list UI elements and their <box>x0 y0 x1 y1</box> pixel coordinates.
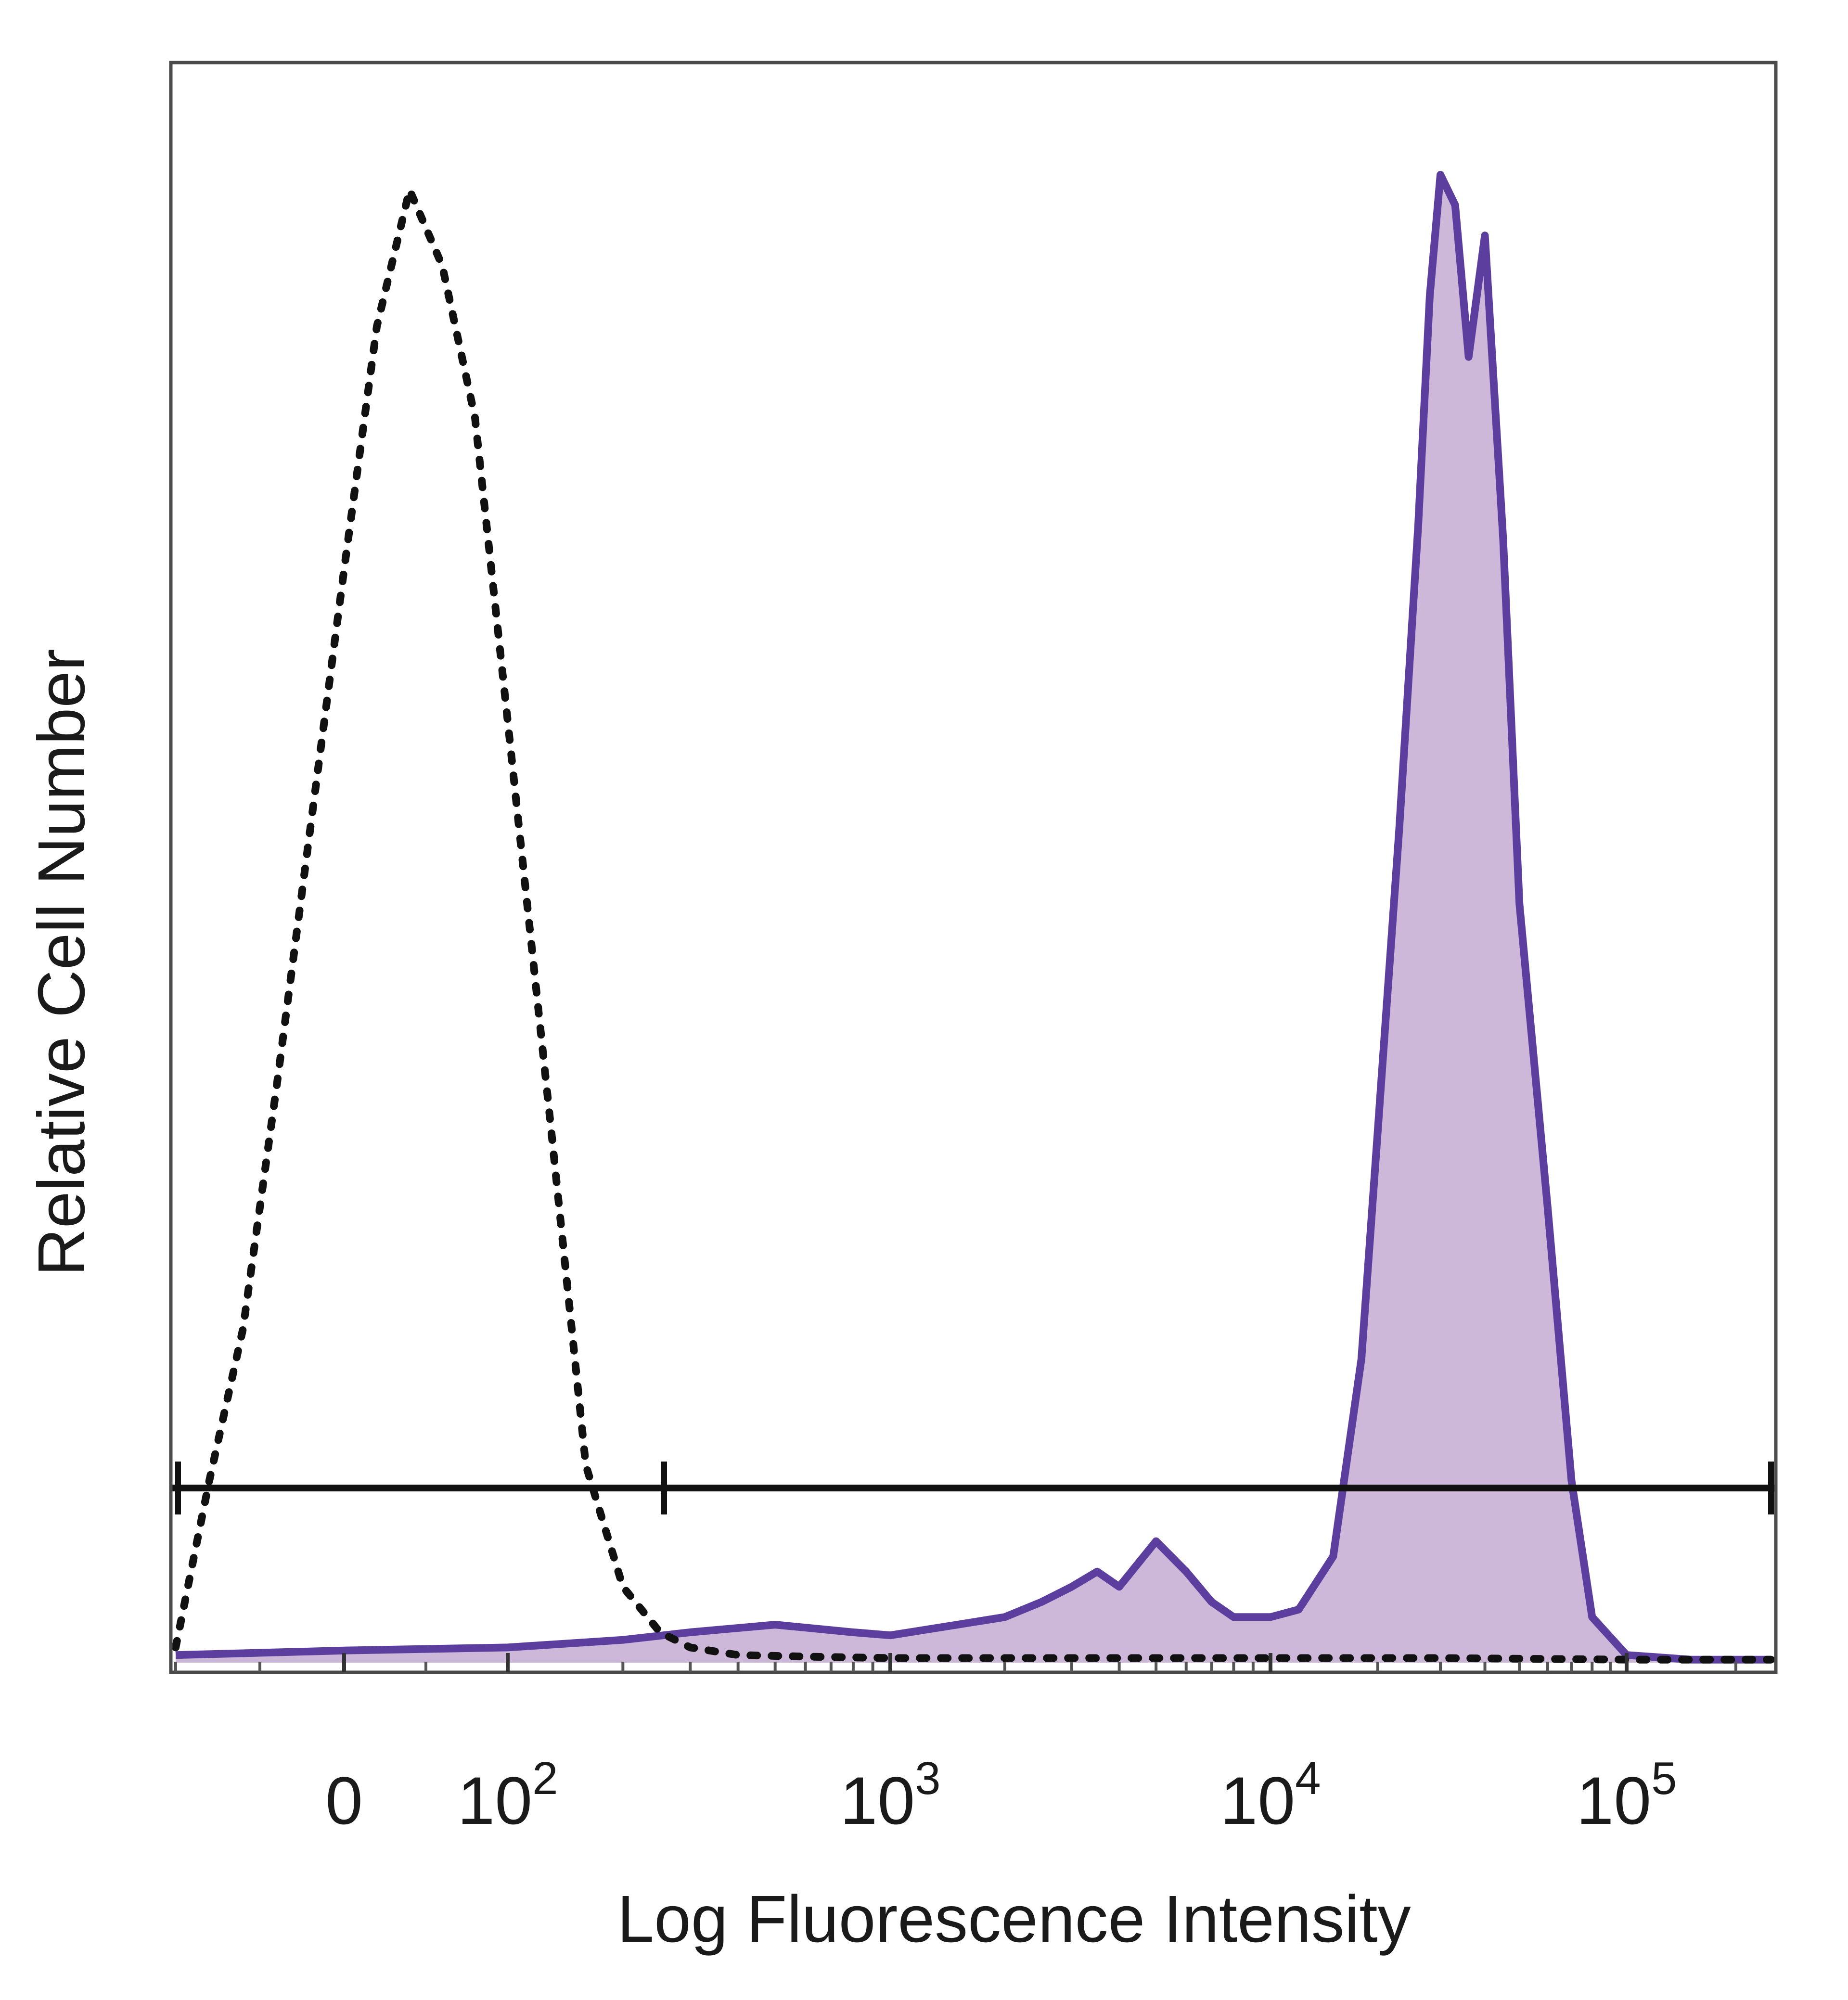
y-axis-label: Relative Cell Number <box>25 649 99 1276</box>
isotype-control-histogram-line <box>172 178 1775 1664</box>
series-layer <box>172 171 1775 1664</box>
stained-histogram-fill <box>176 175 1771 1663</box>
stained-histogram-line <box>175 171 1771 1664</box>
x-axis-label: Log Fluorescence Intensity <box>617 1882 1411 1956</box>
plot-frame <box>169 61 1778 1674</box>
tick-layer: 0 102 103 104 105 <box>174 1653 1737 1838</box>
x-tick-label: 0 <box>325 1763 363 1838</box>
x-tick-label: 102 <box>457 1753 558 1838</box>
x-tick-label: 104 <box>1220 1753 1321 1838</box>
gate-layer <box>171 1462 1776 1515</box>
x-tick-label: 105 <box>1576 1753 1677 1838</box>
x-tick-label: 103 <box>840 1753 940 1838</box>
